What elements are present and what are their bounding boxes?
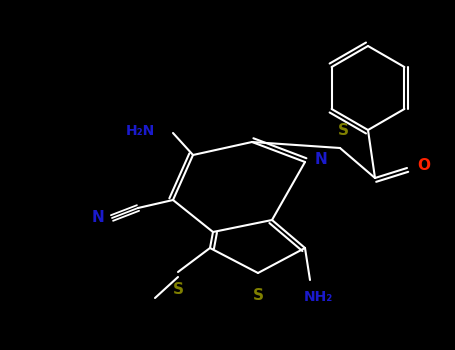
Text: S: S	[172, 282, 183, 297]
Text: H₂N: H₂N	[126, 124, 155, 138]
Text: NH₂: NH₂	[303, 290, 333, 304]
Text: N: N	[91, 210, 104, 225]
Text: O: O	[417, 159, 430, 174]
Text: S: S	[253, 288, 263, 303]
Text: S: S	[338, 123, 349, 138]
Text: N: N	[315, 152, 328, 167]
